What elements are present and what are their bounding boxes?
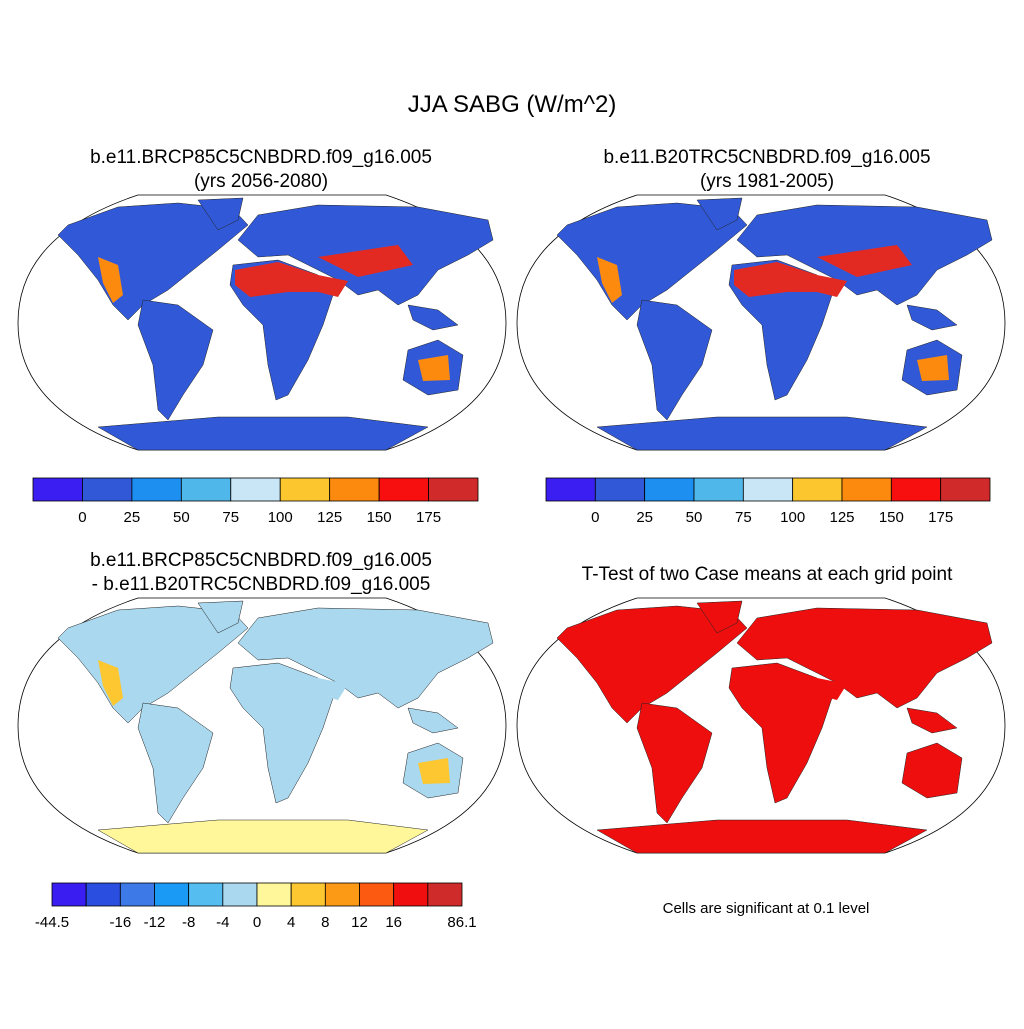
map	[17, 194, 507, 451]
colorbar-box	[324, 882, 360, 907]
colorbar-box	[792, 477, 843, 502]
colorbar-label: 0	[253, 914, 261, 931]
panel-title: b.e11.BRCP85C5CNBDRD.f09_g16.005	[90, 550, 432, 571]
colorbar-label: 0	[591, 509, 599, 526]
map	[516, 194, 1006, 451]
colorbar-box	[51, 882, 87, 907]
panel-subtitle: (yrs 1981-2005)	[700, 171, 834, 192]
panel-subtitle: (yrs 2056-2080)	[194, 171, 328, 192]
colorbar-label: 25	[124, 509, 141, 526]
colorbar-label: -8	[182, 914, 195, 931]
colorbar-box	[222, 882, 258, 907]
colorbar-box	[188, 882, 224, 907]
colorbar-label: -44.5	[35, 914, 69, 931]
colorbar-label: 125	[829, 509, 854, 526]
colorbar-label: 25	[636, 509, 653, 526]
colorbar-box	[545, 477, 596, 502]
colorbar-box	[644, 477, 695, 502]
panel-subtitle: - b.e11.B20TRC5CNBDRD.f09_g16.005	[92, 574, 431, 595]
note: Cells are significant at 0.1 level	[663, 900, 870, 917]
colorbar-label: 86.1	[447, 914, 476, 931]
colorbar-box	[693, 477, 744, 502]
colorbar-label: 12	[351, 914, 368, 931]
colorbar-box	[290, 882, 326, 907]
colorbar-label: 4	[287, 914, 295, 931]
colorbar-box	[154, 882, 190, 907]
colorbar-box	[180, 477, 232, 502]
colorbar-box	[329, 477, 380, 502]
colorbar-label: 16	[385, 914, 402, 931]
colorbar-box	[428, 477, 479, 502]
colorbar-box	[594, 477, 646, 502]
colorbar-label: 175	[416, 509, 441, 526]
colorbar-box	[742, 477, 794, 502]
colorbar-label: -12	[144, 914, 166, 931]
colorbar-box	[85, 882, 121, 907]
colorbar-box	[378, 477, 429, 502]
map	[17, 597, 507, 854]
colorbar-label: 175	[928, 509, 953, 526]
colorbar-box	[393, 882, 429, 907]
colorbar-box	[82, 477, 133, 502]
panel-title: b.e11.BRCP85C5CNBDRD.f09_g16.005	[90, 147, 432, 168]
colorbar-label: 8	[321, 914, 329, 931]
colorbar-label: 125	[317, 509, 342, 526]
figure-title: JJA SABG (W/m^2)	[408, 91, 617, 118]
map	[516, 597, 1006, 854]
colorbar-box	[119, 882, 155, 907]
colorbar-label: 100	[268, 509, 293, 526]
colorbar-box	[359, 882, 395, 907]
colorbar-label: 75	[222, 509, 239, 526]
panel-title: T-Test of two Case means at each grid po…	[582, 564, 953, 585]
panel-title: b.e11.B20TRC5CNBDRD.f09_g16.005	[603, 147, 930, 168]
colorbar-label: 100	[780, 509, 805, 526]
colorbar-label: 50	[173, 509, 190, 526]
colorbar-box	[427, 882, 463, 907]
colorbar-label: 150	[879, 509, 904, 526]
colorbar-box	[890, 477, 942, 502]
colorbar-label: 50	[686, 509, 703, 526]
colorbar-label: -4	[216, 914, 229, 931]
colorbar-box	[256, 882, 292, 907]
colorbar-label: -16	[109, 914, 131, 931]
colorbar-label: 75	[735, 509, 752, 526]
colorbar-label: 0	[78, 509, 86, 526]
colorbar-box	[940, 477, 991, 502]
colorbar-box	[279, 477, 331, 502]
colorbar-label: 150	[367, 509, 392, 526]
colorbar-box	[230, 477, 281, 502]
colorbar-box	[841, 477, 892, 502]
colorbar-box	[131, 477, 182, 502]
colorbar-box	[32, 477, 83, 502]
